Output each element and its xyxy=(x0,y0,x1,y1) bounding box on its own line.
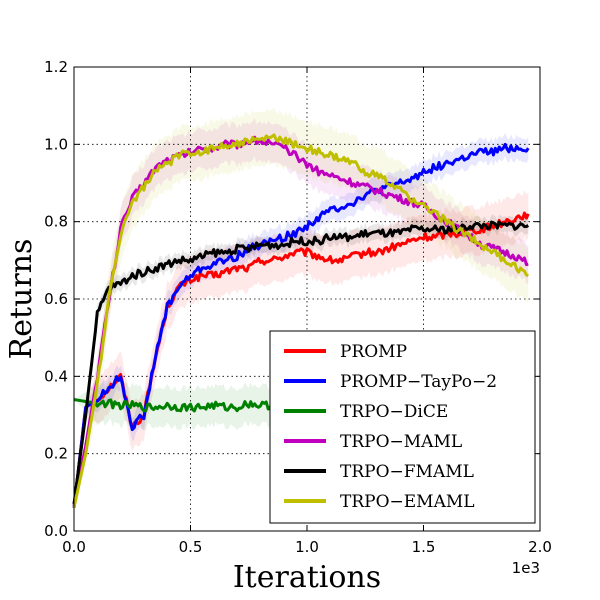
legend-entry: PROMP xyxy=(340,342,407,362)
legend-entry: TRPO−EMAML xyxy=(340,492,475,512)
legend: PROMP PROMP−TayPo−2 TRPO−DiCE TRPO−MAML TRPO… xyxy=(269,330,536,524)
series-lines xyxy=(72,133,530,509)
series-line xyxy=(72,133,529,509)
legend-entry: TRPO−MAML xyxy=(340,432,462,452)
y-tick-label: 0.0 xyxy=(44,522,68,540)
y-tick-label: 0.6 xyxy=(44,290,68,308)
series-line xyxy=(72,142,530,508)
confidence-band xyxy=(74,117,529,504)
x-tick-label: 1.5 xyxy=(412,538,436,556)
axis-ticks: 0.0 0.5 1.0 1.5 2.0 0.0 0.2 0.4 0.6 0.8 1.0 1.2 xyxy=(44,58,552,556)
x-tick-label: 0.0 xyxy=(62,538,86,556)
series-line xyxy=(72,220,529,505)
legend-entry: PROMP−TayPo−2 xyxy=(340,372,497,392)
y-tick-label: 1.2 xyxy=(44,58,68,76)
confidence-band xyxy=(74,107,529,508)
x-tick-label: 1.0 xyxy=(295,538,319,556)
y-tick-label: 1.0 xyxy=(44,135,68,153)
y-tick-label: 0.2 xyxy=(44,445,68,463)
x-tick-label: 0.5 xyxy=(179,538,203,556)
x-axis-offset-label: 1e3 xyxy=(512,559,540,577)
y-axis-label: Returns xyxy=(4,239,39,360)
legend-entry: TRPO−DiCE xyxy=(340,402,448,422)
y-tick-label: 0.8 xyxy=(44,213,68,231)
x-axis-label: Iterations xyxy=(233,560,381,595)
x-tick-label: 2.0 xyxy=(528,538,552,556)
legend-frame xyxy=(269,330,536,524)
legend-entry: TRPO−FMAML xyxy=(340,462,474,482)
y-tick-label: 0.4 xyxy=(44,367,68,385)
confidence-band xyxy=(74,189,529,508)
